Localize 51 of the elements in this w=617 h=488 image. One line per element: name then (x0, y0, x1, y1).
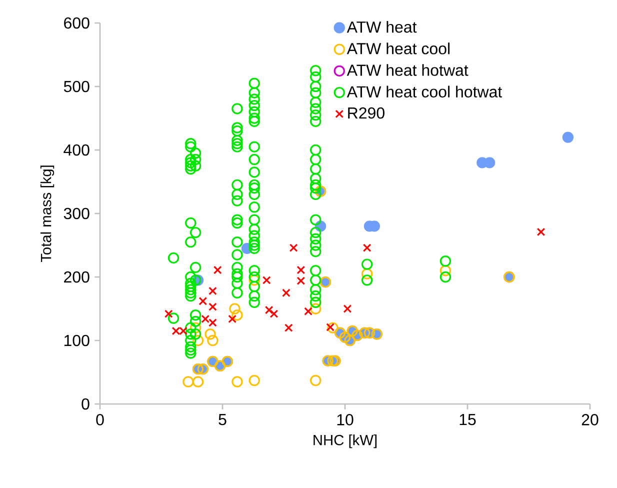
point (192, 376, 204, 388)
y-tick-label: 0 (82, 398, 90, 410)
legend-label: ATW heat (346, 20, 417, 33)
point (228, 314, 236, 324)
point (536, 228, 546, 236)
point (262, 276, 271, 284)
x-tick-label: 10 (337, 414, 354, 426)
y-axis-title: Total mass [kg] (40, 166, 54, 262)
point (327, 355, 338, 366)
y-tick-label: 100 (64, 334, 90, 346)
legend-label: ATW heat cool (346, 42, 450, 54)
point (304, 307, 312, 316)
x-tick-label: 5 (218, 414, 226, 426)
point (362, 244, 372, 252)
x-axis-title: NHC [kW] (314, 434, 377, 448)
point (232, 309, 243, 321)
y-tick-label: 200 (64, 271, 90, 283)
point (562, 132, 574, 143)
legend-label: R290 (348, 107, 384, 119)
point (264, 306, 274, 314)
y-tick-label: 300 (64, 208, 90, 220)
point (198, 296, 208, 306)
y-tick-label: 500 (64, 80, 90, 92)
point (208, 286, 217, 296)
point (208, 318, 217, 327)
point (270, 310, 278, 318)
point (327, 322, 338, 334)
point (343, 304, 352, 313)
point (284, 324, 293, 332)
point (204, 328, 216, 340)
point (208, 302, 217, 312)
point (182, 376, 194, 388)
point (207, 334, 218, 346)
x-tick-label: 20 (582, 414, 598, 426)
point (201, 314, 210, 324)
point (310, 374, 322, 386)
point (248, 374, 260, 386)
point (229, 303, 240, 314)
legend-label: ATW heat cool hotwat (346, 86, 502, 98)
y-tick-label: 400 (64, 144, 90, 156)
point (289, 244, 298, 252)
x-tick-label: 0 (96, 414, 104, 426)
point (296, 266, 306, 274)
point (296, 276, 306, 285)
x-tick-label: 15 (460, 414, 476, 426)
point (282, 288, 290, 298)
point (232, 376, 243, 388)
point (326, 322, 334, 332)
point (213, 266, 222, 274)
legend-label: ATW heat hotwat (346, 64, 468, 76)
y-tick-label: 600 (64, 17, 90, 29)
